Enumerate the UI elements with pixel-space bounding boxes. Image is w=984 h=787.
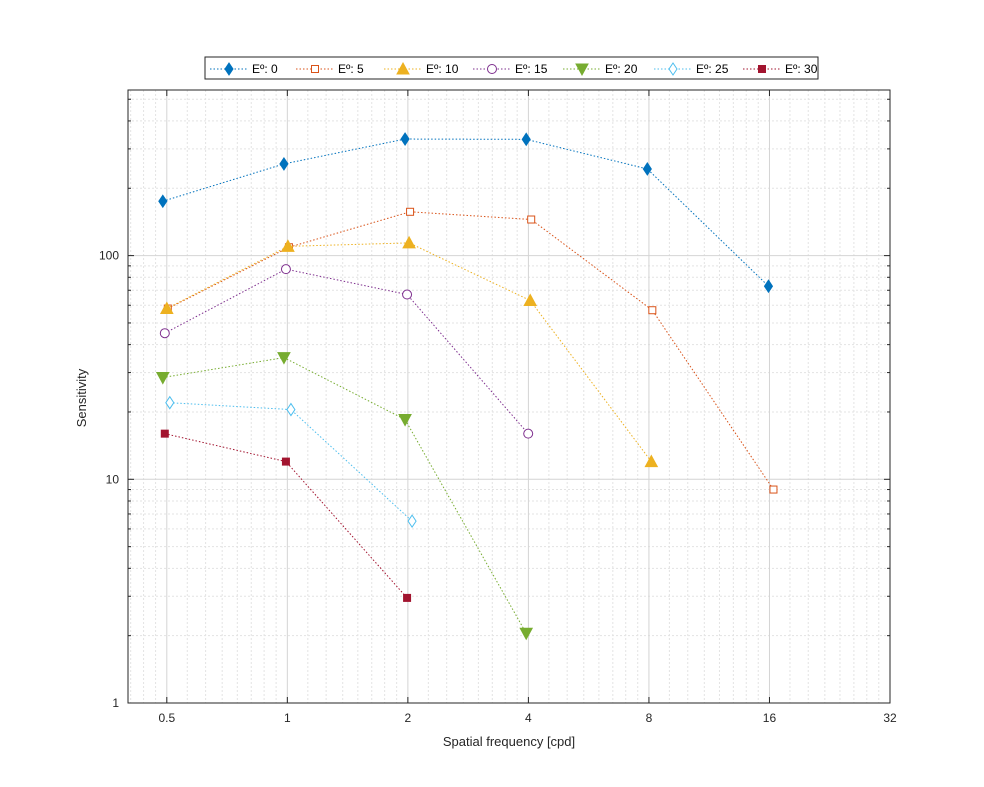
series-3 [159,235,659,468]
data-point [281,239,295,252]
data-point [158,194,168,209]
series-4 [159,264,534,439]
data-point [406,207,415,216]
legend-marker [311,65,319,73]
minor-grid [128,90,890,703]
series-line [166,242,652,462]
legend-label: Eº: 20 [605,62,638,76]
y-tick-label: 1 [112,696,119,710]
series-7 [160,429,412,602]
series-2 [163,207,778,494]
plot-area [127,89,891,704]
legend-entry: Eº: 0 [210,62,278,76]
legend-box [204,56,819,80]
legend-entry: Eº: 20 [563,62,638,77]
legend-marker [396,61,410,75]
series-6 [165,395,417,529]
x-tick-label: 2 [405,711,412,725]
data-point [527,215,536,224]
data-point [763,279,774,294]
data-point [280,264,291,275]
legend-marker [575,63,589,77]
legend: Eº: 0 Eº: 5 Eº: 10 Eº: 15 Eº: 20 Eº: 25 Eº: 30 [204,56,819,80]
x-tick-label: 16 [763,711,777,725]
x-tick-label: 1 [284,711,291,725]
data-point [281,457,290,466]
y-axis-label: Sensitivity [74,368,89,427]
data-point [523,293,538,307]
data-point [159,328,170,339]
data-point [648,306,657,315]
legend-marker [668,62,678,76]
series-line [169,402,413,522]
axis-ticks: 0.5 1 2 4 8 16 32 1 10 100 [99,90,897,725]
data-point [403,593,412,602]
legend-entry: Eº: 5 [296,62,364,76]
data-point [400,132,410,146]
data-point [398,414,412,427]
legend-entry: Eº: 25 [654,62,729,76]
data-point [159,301,174,315]
series-line [162,357,527,634]
series-line [162,138,769,287]
data-point [155,372,170,385]
data-point [769,485,778,494]
legend-entry: Eº: 15 [473,62,548,76]
legend-label: Eº: 15 [515,62,548,76]
data-point [277,352,291,365]
series-1 [158,132,774,294]
x-axis-label: Spatial frequency [cpd] [443,734,575,749]
data-point [160,429,169,438]
data-point [407,514,417,529]
legend-marker [487,64,497,74]
data-point [523,428,534,439]
y-tick-label: 100 [99,249,119,263]
x-tick-label: 0.5 [158,711,175,725]
major-grid [128,90,891,704]
data-point [402,289,413,300]
legend-marker [224,62,234,76]
data-point [519,627,534,641]
series-5 [155,352,534,641]
data-point [165,395,175,410]
data-point [402,235,416,249]
x-tick-label: 32 [883,711,897,725]
data-point [286,402,296,417]
series-line [164,433,408,599]
legend-marker [758,65,766,73]
data-point [521,132,531,147]
legend-entry: Eº: 10 [384,61,459,76]
series-line [164,268,529,434]
series-line [167,211,774,490]
data-point [644,454,659,468]
legend-entry: Eº: 30 [743,62,818,76]
y-tick-label: 10 [106,472,120,486]
series-layer [155,132,778,641]
legend-label: Eº: 5 [338,62,364,76]
x-tick-label: 4 [525,711,532,725]
legend-label: Eº: 10 [426,62,459,76]
data-point [642,162,652,176]
data-point [279,157,289,171]
legend-label: Eº: 25 [696,62,729,76]
x-tick-label: 8 [646,711,653,725]
legend-label: Eº: 30 [785,62,818,76]
legend-label: Eº: 0 [252,62,278,76]
